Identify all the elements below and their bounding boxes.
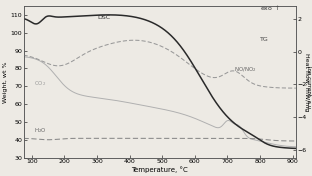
Text: Ion current, a.u.: Ion current, a.u. bbox=[306, 66, 311, 110]
Text: H$_2$O: H$_2$O bbox=[34, 126, 47, 135]
Text: TG: TG bbox=[260, 37, 269, 42]
Text: exo $\uparrow$: exo $\uparrow$ bbox=[260, 3, 280, 12]
Y-axis label: Weight, wt %: Weight, wt % bbox=[3, 61, 8, 103]
Text: DSC: DSC bbox=[97, 15, 110, 20]
Text: NO/NO$_2$: NO/NO$_2$ bbox=[234, 65, 257, 74]
Y-axis label: Heat flow, mW/mg: Heat flow, mW/mg bbox=[304, 53, 309, 111]
X-axis label: Temperature, °C: Temperature, °C bbox=[131, 166, 188, 173]
Text: CO$_2$: CO$_2$ bbox=[34, 80, 46, 88]
